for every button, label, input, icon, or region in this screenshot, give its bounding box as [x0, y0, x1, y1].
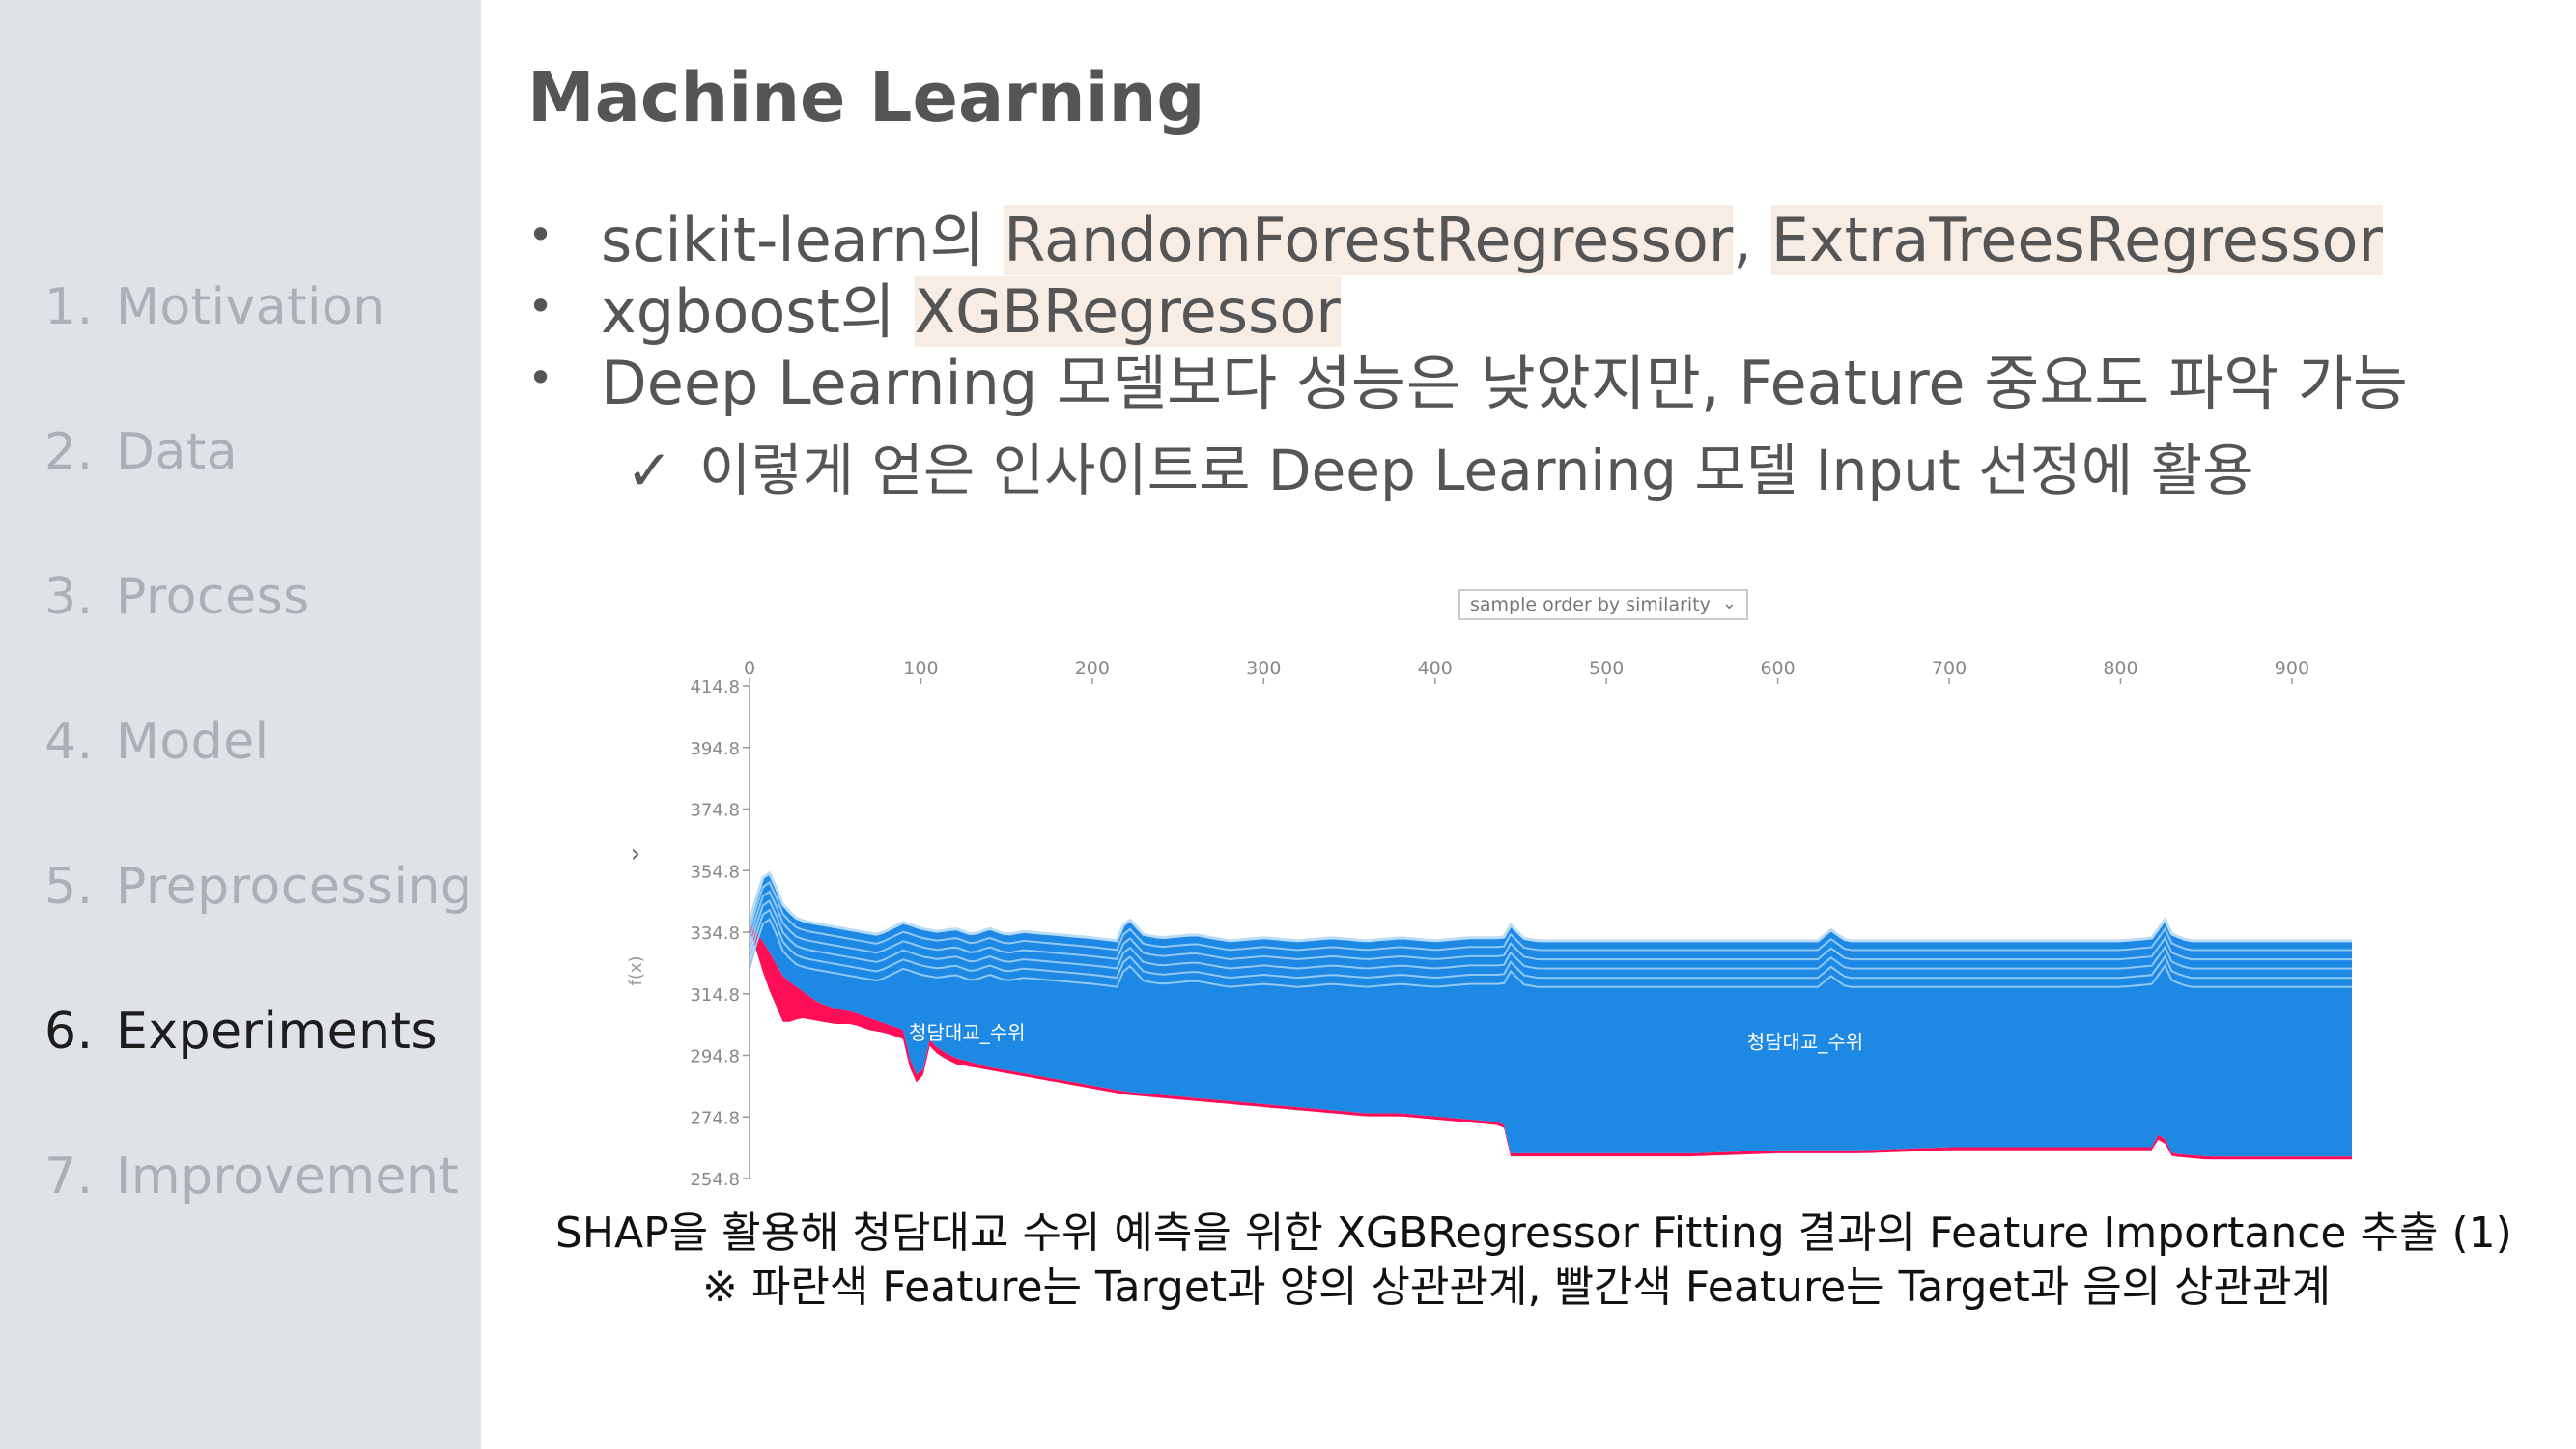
x-tick-label: 800 — [2103, 658, 2137, 679]
nav-item-number: 1. — [44, 278, 94, 336]
y-tick-label: 334.8 — [690, 923, 740, 944]
y-tick-label: 314.8 — [690, 985, 740, 1006]
nav-item-improvement[interactable]: 7. Improvement — [44, 1148, 459, 1206]
x-tick-label: 200 — [1075, 658, 1110, 679]
y-tick-label: 254.8 — [690, 1170, 740, 1188]
feature-label: 청담대교_수위 — [909, 1021, 1025, 1044]
y-axis-label: f(x) — [626, 955, 646, 985]
nav-item-label: Process — [116, 568, 310, 626]
bullet-text: scikit-learn의 RandomForestRegressor, Ext… — [601, 205, 2383, 276]
caption-line-2: ※ 파란색 Feature는 Target과 양의 상관관계, 빨간색 Feat… — [702, 1263, 2332, 1312]
x-tick-label: 900 — [2275, 658, 2309, 679]
nav-item-number: 4. — [44, 713, 94, 771]
top-edge-line — [748, 870, 2352, 943]
nav-item-label: Motivation — [116, 278, 385, 336]
nav-item-experiments[interactable]: 6. Experiments — [44, 1003, 438, 1061]
nav-item-number: 3. — [44, 568, 94, 626]
nav-item-label: Preprocessing — [116, 858, 473, 916]
highlight-extratrees: ExtraTreesRegressor — [1770, 205, 2383, 275]
shap-chart-svg: 0 100 200 300 400 500 600 700 800 900 414.8 394.8 37… — [626, 658, 2352, 1188]
bullet-dot: • — [527, 280, 554, 332]
nav-item-label: Improvement — [116, 1148, 460, 1206]
nav-item-number: 2. — [44, 423, 94, 481]
nav-item-preprocessing[interactable]: 5. Preprocessing — [44, 858, 472, 916]
caption-line-1: SHAP을 활용해 청담대교 수위 예측을 위한 XGBRegressor Fi… — [555, 1208, 2512, 1258]
nav-item-number: 5. — [44, 858, 94, 916]
nav-item-label: Experiments — [116, 1003, 439, 1061]
x-tick-label: 400 — [1418, 658, 1453, 679]
nav-item-data[interactable]: 2. Data — [44, 423, 238, 481]
nav-item-number: 7. — [44, 1148, 94, 1206]
feature-band-line-3 — [749, 908, 2352, 980]
page-title: Machine Learning — [527, 58, 1205, 137]
x-tick-label: 700 — [1932, 658, 1967, 679]
nav-item-label: Model — [116, 713, 269, 771]
y-tick-label: 274.8 — [690, 1108, 740, 1128]
y-tick-label: 414.8 — [690, 677, 740, 697]
x-tick-label: 0 — [744, 658, 755, 679]
x-tick-label: 500 — [1589, 658, 1624, 679]
x-tick-label: 100 — [903, 658, 938, 679]
positive-feature-area — [750, 872, 2352, 1157]
feature-band-line-1 — [749, 890, 2352, 961]
nav-item-label: Data — [116, 423, 239, 481]
sub-bullet-text: 이렇게 얻은 인사이트로 Deep Learning 모델 Input 선정에 … — [699, 438, 2254, 503]
feature-band-line-2 — [749, 899, 2352, 970]
bullet-separator: , — [1733, 205, 1771, 275]
bullet-prefix: scikit-learn의 — [601, 205, 1005, 275]
nav-item-motivation[interactable]: 1. Motivation — [44, 278, 385, 336]
y-tick-label: 394.8 — [690, 739, 740, 759]
sample-order-dropdown[interactable]: sample order by similarity ⌄ — [1458, 589, 1748, 620]
bullet-dot: • — [527, 352, 554, 404]
y-tick-label: 354.8 — [690, 862, 740, 882]
highlight-randomforest: RandomForestRegressor — [1004, 205, 1734, 275]
sub-bullet: ✓ 이렇게 얻은 인사이트로 Deep Learning 모델 Input 선정에… — [626, 425, 2253, 506]
x-tick-label: 300 — [1246, 658, 1281, 679]
feature-band-line-4 — [749, 918, 2352, 988]
feature-label: 청담대교_수위 — [1747, 1030, 1863, 1053]
sidebar-nav: 1. Motivation 2. Data 3. Process 4. Model 5.… — [0, 0, 481, 1449]
bullet-prefix: xgboost의 — [601, 276, 915, 347]
nav-item-number: 6. — [44, 1003, 94, 1061]
check-icon: ✓ — [626, 438, 673, 503]
y-tick-label: 294.8 — [690, 1047, 740, 1067]
bullet-dot: • — [527, 209, 554, 261]
nav-item-process[interactable]: 3. Process — [44, 568, 310, 626]
dropdown-value: sample order by similarity — [1470, 594, 1711, 615]
expand-icon[interactable]: › — [631, 839, 640, 868]
shap-force-plot: sample order by similarity ⌄ 0 100 200 300 4… — [618, 589, 2366, 1188]
bullet-text: Deep Learning 모델보다 성능은 낮았지만, Feature 중요도… — [601, 348, 2408, 418]
x-tick-label: 600 — [1760, 658, 1795, 679]
highlight-xgbregressor: XGBRegressor — [914, 276, 1341, 347]
bullet-text: xgboost의 XGBRegressor — [601, 276, 1341, 348]
nav-item-model[interactable]: 4. Model — [44, 713, 269, 771]
y-tick-label: 374.8 — [690, 801, 740, 821]
chevron-down-icon: ⌄ — [1721, 593, 1737, 613]
feature-band-line-0 — [749, 880, 2352, 952]
